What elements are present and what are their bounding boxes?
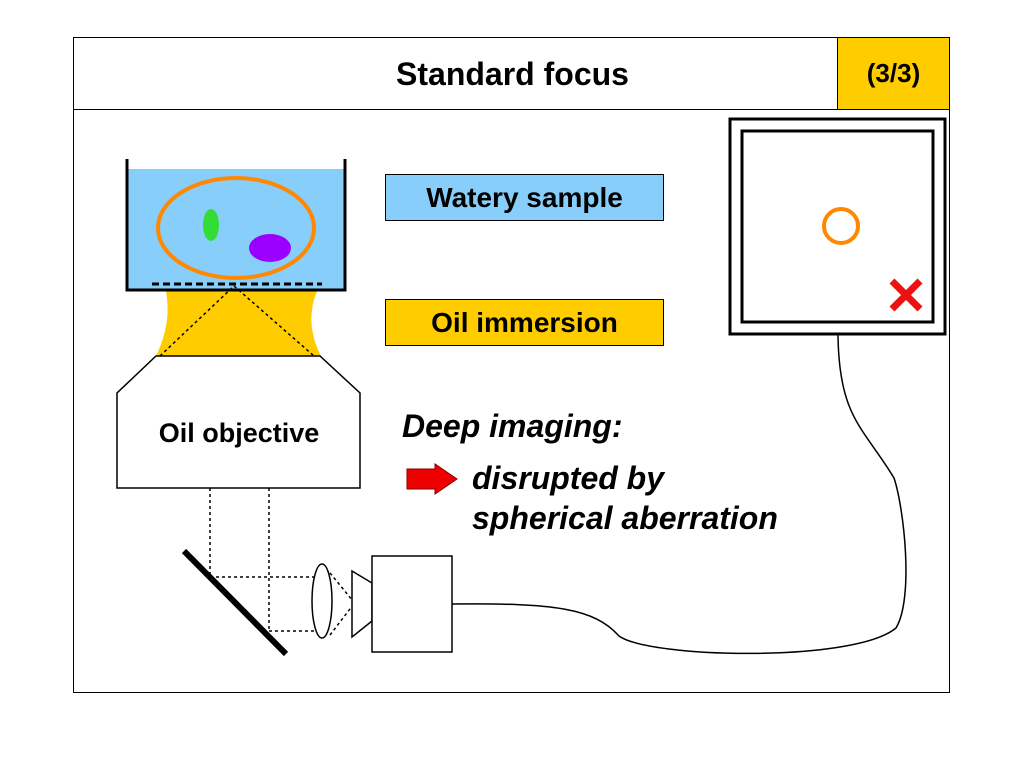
beam-paths bbox=[209, 488, 354, 636]
slide-number: (3/3) bbox=[837, 38, 949, 109]
mirror bbox=[181, 548, 289, 657]
result-text-line-1: disrupted by bbox=[472, 460, 665, 496]
watery-sample-region bbox=[128, 169, 344, 290]
camera-cable bbox=[451, 334, 907, 655]
purple-nucleus bbox=[249, 234, 291, 262]
diagram-canvas bbox=[116, 117, 947, 657]
tube-lens bbox=[311, 563, 333, 639]
result-text-line-2: spherical aberration bbox=[472, 500, 778, 536]
camera-body bbox=[371, 555, 453, 653]
slide: Standard focus (3/3) bbox=[73, 37, 950, 693]
title-bar: Standard focus (3/3) bbox=[74, 38, 949, 110]
slide-title: Standard focus bbox=[396, 56, 629, 92]
green-nucleus bbox=[203, 209, 219, 241]
oil-objective-body bbox=[116, 355, 361, 489]
oil-immersion-drop bbox=[156, 291, 321, 356]
red-x-icon bbox=[889, 278, 923, 312]
deep-imaging-heading: Deep imaging: bbox=[402, 408, 623, 444]
sample-container bbox=[125, 159, 347, 292]
red-right-arrow-icon bbox=[406, 463, 458, 495]
oil-objective-label: Oil objective bbox=[158, 418, 320, 448]
watery-sample-label: Watery sample bbox=[385, 174, 664, 221]
camera-nose bbox=[351, 569, 373, 639]
orange-circle-icon bbox=[822, 207, 860, 245]
cell-outline bbox=[156, 176, 316, 280]
oil-immersion-label: Oil immersion bbox=[385, 299, 664, 346]
